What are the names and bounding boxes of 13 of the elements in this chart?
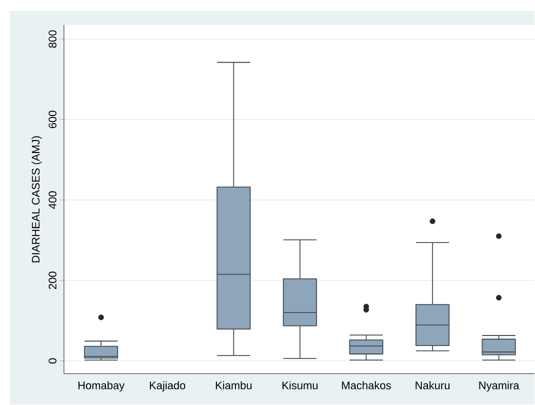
x-tick-label: Nakuru <box>416 381 450 390</box>
y-tick-label: 400 <box>48 191 56 210</box>
x-tick-label: Nyamira <box>479 381 520 392</box>
y-tick-label: 800 <box>48 30 56 48</box>
y-tick-label: 0 <box>48 358 56 364</box>
x-tick-label: Machakos <box>342 381 391 390</box>
x-tick-label: Homabay <box>78 381 125 392</box>
y-tick-label: 600 <box>48 110 56 128</box>
x-tick-label: Kiambu <box>216 381 252 390</box>
x-tick-label: Kajiado <box>150 381 186 392</box>
x-tick-label: Kisumu <box>282 381 318 390</box>
y-axis-title: DIARHEAL CASES (AMJ) <box>32 136 42 262</box>
y-tick-label: 200 <box>48 272 56 290</box>
